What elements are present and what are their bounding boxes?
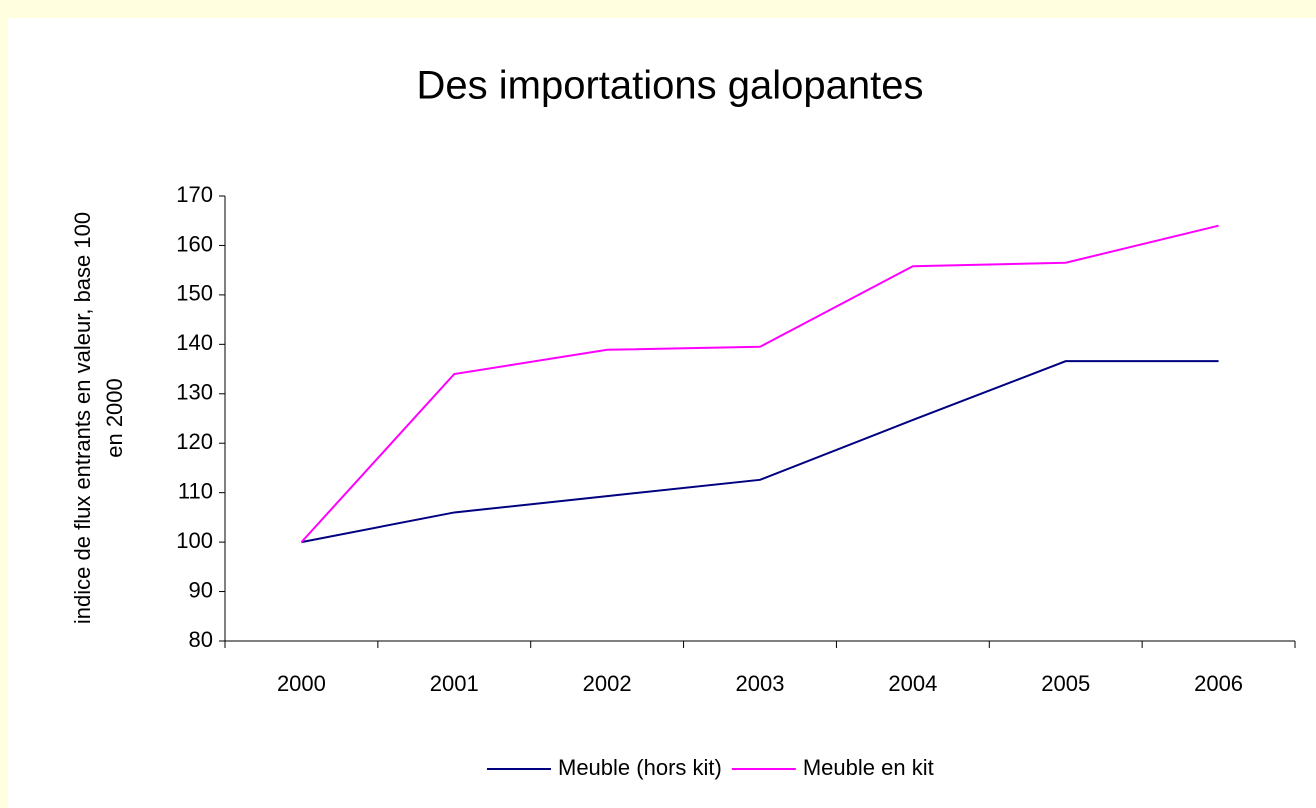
- x-tick-label: 2000: [277, 671, 326, 696]
- y-tick-label: 90: [189, 577, 213, 602]
- x-tick-label: 2002: [583, 671, 632, 696]
- y-tick-label: 160: [176, 231, 213, 256]
- x-tick-label: 2004: [888, 671, 937, 696]
- y-tick-label: 140: [176, 330, 213, 355]
- y-tick-label: 110: [178, 478, 213, 503]
- x-tick-label: 2006: [1194, 671, 1243, 696]
- y-tick-label: 80: [189, 627, 213, 652]
- legend-label: Meuble (hors kit): [558, 755, 722, 780]
- y-tick-label: 170: [176, 182, 213, 207]
- y-axis-label: en 2000: [102, 378, 127, 458]
- panel: [8, 18, 1316, 808]
- legend-label: Meuble en kit: [803, 755, 934, 780]
- series-line: [301, 360, 1219, 544]
- series-line: [300, 224, 1219, 543]
- y-axis-label: indice de flux entrants en valeur, base …: [70, 212, 95, 624]
- chart-title: Des importations galopantes: [417, 64, 924, 108]
- y-tick-label: 130: [176, 380, 213, 405]
- x-tick-label: 2003: [736, 671, 785, 696]
- y-tick-label: 150: [176, 281, 213, 306]
- y-tick-label: 120: [176, 429, 213, 454]
- y-tick-label: 100: [176, 528, 213, 553]
- x-tick-label: 2005: [1041, 671, 1090, 696]
- x-tick-label: 2001: [430, 671, 479, 696]
